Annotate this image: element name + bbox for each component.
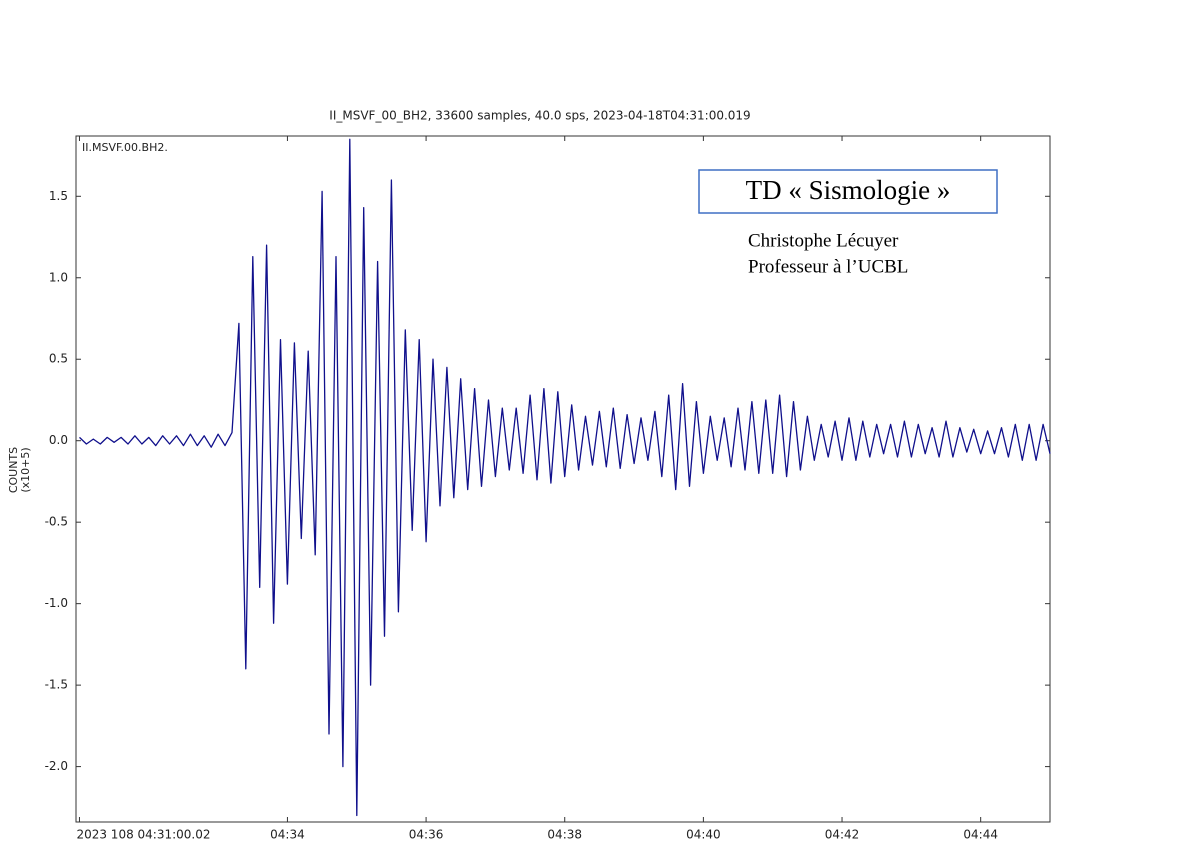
- annotation-role: Professeur à l’UCBL: [748, 256, 908, 277]
- y-axis-label: COUNTS(x10+5): [7, 447, 32, 493]
- x-tick-label: 04:40: [686, 828, 721, 842]
- plot-frame: [75, 135, 1051, 823]
- y-tick-label: 1.0: [49, 270, 68, 284]
- x-tick-label: 04:34: [270, 828, 305, 842]
- y-tick-label: 0.5: [49, 352, 68, 366]
- y-axis-label-line: COUNTS: [7, 447, 20, 493]
- x-tick-label: 04:36: [409, 828, 444, 842]
- y-tick-label: -0.5: [45, 515, 68, 529]
- y-tick-label: 1.5: [49, 189, 68, 203]
- trace-label: II.MSVF.00.BH2.: [82, 141, 168, 154]
- x-tick-label: 04:44: [963, 828, 998, 842]
- y-tick-label: 0.0: [49, 433, 68, 447]
- y-tick-label: -1.0: [45, 596, 68, 610]
- annotation-box: [698, 169, 998, 214]
- waveform: [79, 138, 1051, 817]
- y-tick-label: -1.5: [45, 678, 68, 692]
- x-tick-label: 04:38: [547, 828, 582, 842]
- x-tick-label: 04:42: [825, 828, 860, 842]
- x-tick-label: 2023 108 04:31:00.02: [76, 828, 210, 842]
- y-tick-label: -2.0: [45, 759, 68, 773]
- chart-title: II_MSVF_00_BH2, 33600 samples, 40.0 sps,…: [329, 109, 750, 123]
- annotation-title: TD « Sismologie »: [746, 175, 951, 205]
- y-axis-label-line: (x10+5): [19, 447, 32, 492]
- annotation-author: Christophe Lécuyer: [748, 230, 899, 251]
